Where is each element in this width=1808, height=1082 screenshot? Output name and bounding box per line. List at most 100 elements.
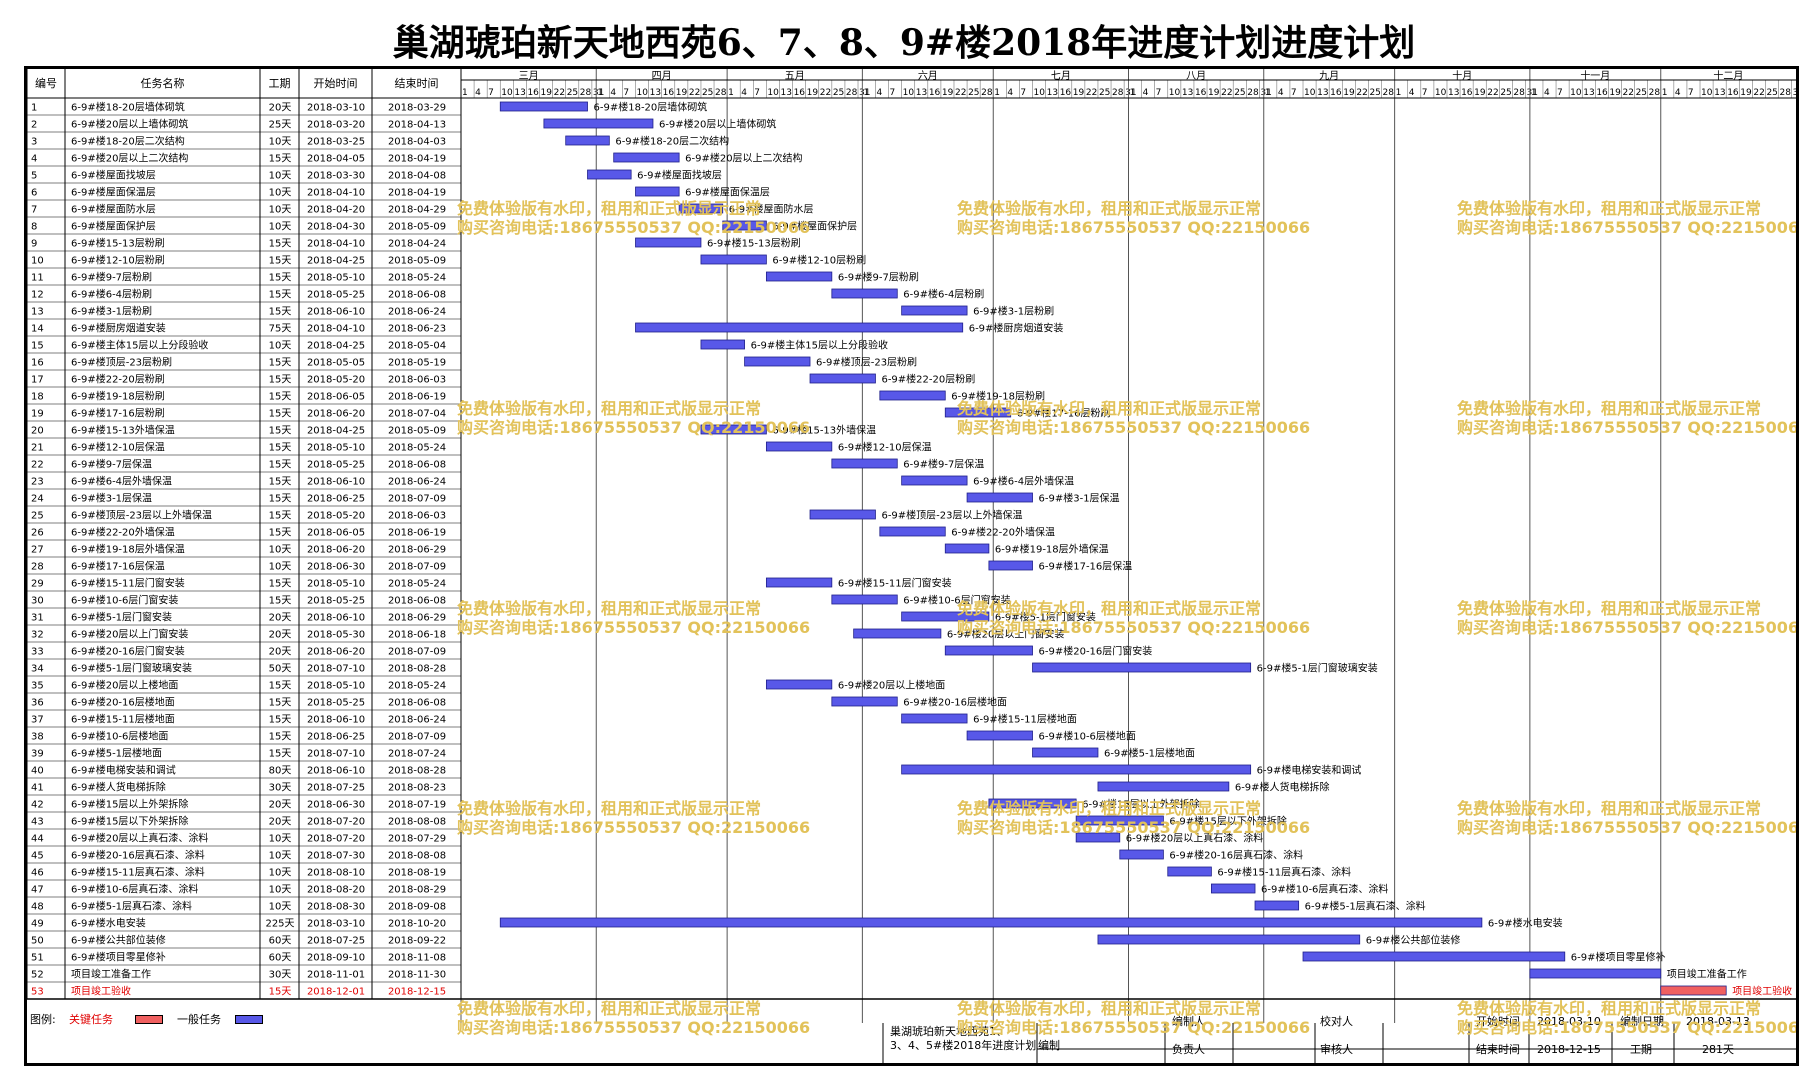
day-tick-label: 25 <box>1500 88 1511 98</box>
day-tick-label: 7 <box>1422 88 1428 98</box>
task-bar-label: 6-9#楼17-16层保温 <box>1039 560 1133 573</box>
task-name: 6-9#楼屋面保护层 <box>71 220 156 233</box>
task-name: 6-9#楼3-1层保温 <box>71 492 152 505</box>
task-end: 2018-04-19 <box>388 154 446 165</box>
day-tick-label: 1 <box>728 88 734 98</box>
day-tick-label: 7 <box>890 88 896 98</box>
task-end: 2018-07-19 <box>388 800 446 811</box>
task-bar <box>879 526 946 537</box>
day-tick-label: 13 <box>1583 88 1594 98</box>
task-end: 2018-06-08 <box>388 290 446 301</box>
task-name: 6-9#楼15层以下外架拆除 <box>71 815 188 828</box>
day-tick-label: 4 <box>610 88 616 98</box>
task-name: 6-9#楼15-13外墙保温 <box>71 424 175 437</box>
task-bar-label: 6-9#楼公共部位装修 <box>1366 934 1461 947</box>
task-end: 2018-06-03 <box>388 375 446 386</box>
task-name: 6-9#楼顶层-23层以上外墙保温 <box>71 509 212 522</box>
task-name: 6-9#楼18-20层二次结构 <box>71 135 185 148</box>
day-tick-label: 28 <box>715 88 727 98</box>
footer-start-value: 2018-03-10 <box>1537 1015 1601 1028</box>
task-name: 6-9#楼6-4层外墙保温 <box>71 475 172 488</box>
task-bar <box>744 356 811 367</box>
task-name: 6-9#楼22-20外墙保温 <box>71 526 175 539</box>
task-start: 2018-07-10 <box>307 749 365 760</box>
footer-duration-value: 281天 <box>1702 1043 1734 1056</box>
task-bar-label: 6-9#楼17-16层粉刷 <box>1017 407 1111 420</box>
task-id: 46 <box>31 868 44 879</box>
day-tick-label: 31 <box>1125 88 1136 98</box>
column-header-duration: 工期 <box>269 77 291 90</box>
day-tick-label: 22 <box>1086 88 1097 98</box>
task-bar <box>944 543 990 554</box>
month-label: 三月 <box>519 70 539 82</box>
day-tick-label: 25 <box>833 88 844 98</box>
task-id: 30 <box>31 596 44 607</box>
day-tick-label: 13 <box>916 88 927 98</box>
day-tick-label: 22 <box>820 88 831 98</box>
task-bar-label: 6-9#楼5-1层楼地面 <box>1104 747 1195 760</box>
task-bar-label: 6-9#楼10-6层门窗安装 <box>903 594 1010 607</box>
task-id: 40 <box>31 766 44 777</box>
task-name: 6-9#楼顶层-23层粉刷 <box>71 356 172 369</box>
task-duration: 15天 <box>269 749 292 760</box>
legend-label: 图例: <box>30 1013 56 1026</box>
task-id: 13 <box>31 307 44 318</box>
day-tick-label: 25 <box>1369 88 1380 98</box>
task-id: 34 <box>31 664 44 675</box>
task-name: 6-9#楼厨房烟道安装 <box>71 322 166 335</box>
task-end: 2018-07-29 <box>388 834 446 845</box>
task-duration: 10天 <box>269 562 292 573</box>
task-start: 2018-06-10 <box>307 477 365 488</box>
task-end: 2018-08-23 <box>388 783 446 794</box>
task-start: 2018-05-25 <box>307 290 365 301</box>
task-name: 6-9#楼项目零星修补 <box>71 951 166 964</box>
task-end: 2018-05-09 <box>388 222 446 233</box>
task-end: 2018-07-24 <box>388 749 446 760</box>
task-id: 5 <box>31 171 37 182</box>
task-bar-label: 6-9#楼水电安装 <box>1488 917 1563 930</box>
day-tick-label: 22 <box>1753 88 1764 98</box>
task-end: 2018-05-24 <box>388 273 446 284</box>
day-tick-label: 22 <box>1221 88 1232 98</box>
task-start: 2018-06-05 <box>307 528 365 539</box>
day-tick-label: 1 <box>994 88 1000 98</box>
task-name: 6-9#楼12-10层保温 <box>71 441 165 454</box>
day-tick-label: 31 <box>1260 88 1271 98</box>
task-name: 6-9#楼5-1层门窗安装 <box>71 611 172 624</box>
day-tick-label: 22 <box>955 88 966 98</box>
day-tick-label: 4 <box>876 88 882 98</box>
task-duration: 15天 <box>269 358 292 369</box>
task-duration: 15天 <box>269 494 292 505</box>
day-tick-label: 28 <box>1513 88 1525 98</box>
task-name: 6-9#楼9-7层粉刷 <box>71 271 152 284</box>
task-start: 2018-05-25 <box>307 596 365 607</box>
task-bar-label: 6-9#楼22-20外墙保温 <box>951 526 1055 539</box>
day-tick-label: 1 <box>863 88 869 98</box>
task-id: 7 <box>31 205 37 216</box>
task-name: 6-9#楼人货电梯拆除 <box>71 781 166 794</box>
task-bar-label: 6-9#楼19-18层外墙保温 <box>995 543 1109 556</box>
task-bar <box>722 220 767 231</box>
task-bar-label: 6-9#楼9-7层保温 <box>903 458 984 471</box>
task-duration: 15天 <box>269 273 292 284</box>
task-bar <box>587 169 632 180</box>
task-end: 2018-04-03 <box>388 137 446 148</box>
day-tick-label: 7 <box>1688 88 1694 98</box>
task-duration: 15天 <box>269 732 292 743</box>
task-end: 2018-05-24 <box>388 681 446 692</box>
task-bar-label: 6-9#楼屋面保温层 <box>685 186 770 199</box>
task-duration: 15天 <box>269 681 292 692</box>
day-tick-label: 19 <box>1343 88 1355 98</box>
day-tick-label: 4 <box>1544 88 1550 98</box>
task-bar-label: 6-9#楼屋面防水层 <box>729 203 814 216</box>
day-tick-label: 1 <box>1662 88 1668 98</box>
task-name: 6-9#楼主体15层以上分段验收 <box>71 339 208 352</box>
day-tick-label: 19 <box>807 88 819 98</box>
day-tick-label: 10 <box>1169 88 1181 98</box>
task-name: 6-9#楼15-11层楼地面 <box>71 713 175 726</box>
task-name: 6-9#楼15-13层粉刷 <box>71 237 165 250</box>
task-id: 12 <box>31 290 44 301</box>
task-name: 6-9#楼20层以上楼地面 <box>71 679 178 692</box>
task-bar <box>831 696 898 707</box>
task-bar-label: 6-9#楼屋面找坡层 <box>637 169 722 182</box>
